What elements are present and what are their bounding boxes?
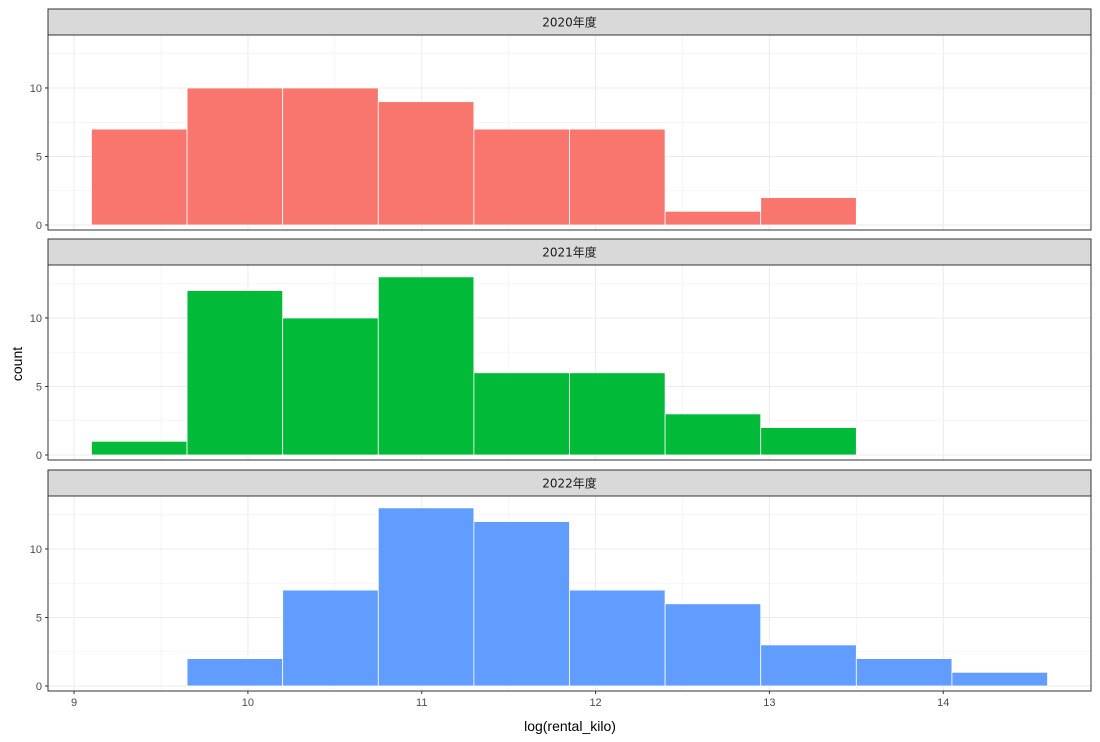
histogram-bar	[186, 658, 284, 687]
x-tick-label: 9	[71, 697, 77, 709]
facet-strip-label: 2021年度	[542, 245, 597, 260]
histogram-bar	[664, 603, 762, 687]
histogram-bar	[569, 589, 666, 687]
y-tick-label: 0	[36, 220, 42, 232]
histogram-bar	[91, 440, 188, 456]
y-axis-title: count	[9, 347, 25, 381]
facet-panel: 2020年度 0 5 10	[30, 8, 1092, 232]
y-tick-label: 10	[30, 313, 42, 325]
histogram-bar	[377, 101, 475, 226]
facet-strip-label: 2020年度	[542, 15, 597, 30]
histogram-bar	[569, 128, 666, 226]
histogram-bar	[760, 197, 857, 226]
histogram-bar	[282, 87, 379, 226]
histogram-bar	[664, 210, 762, 226]
x-axis: 9 10 11 12 13 14	[71, 691, 949, 709]
panel-border	[47, 495, 1092, 692]
histogram-bar	[91, 128, 188, 226]
facet-panels: 2020年度 0 5 10 2021年度 0 5 10 2022年度 0 5 10	[30, 8, 1092, 693]
y-tick-label: 5	[36, 612, 42, 624]
facet-strip-label: 2022年度	[542, 476, 597, 491]
histogram-bar	[760, 427, 857, 456]
x-tick-label: 11	[416, 697, 427, 709]
histogram-bar	[664, 413, 762, 456]
facet-panel: 2021年度 0 5 10	[30, 238, 1092, 462]
histogram-bar	[569, 372, 666, 456]
histogram-bar	[473, 372, 570, 456]
histogram-bar	[377, 276, 475, 456]
x-tick-label: 10	[242, 697, 254, 709]
panel-border	[47, 34, 1092, 231]
histogram-bar	[855, 658, 953, 687]
facet-panel: 2022年度 0 5 10	[30, 469, 1092, 693]
y-tick-label: 5	[36, 151, 42, 163]
y-tick-label: 10	[30, 83, 42, 95]
y-tick-label: 10	[30, 544, 42, 556]
facet-strip	[47, 238, 1092, 266]
x-tick-label: 14	[937, 697, 949, 709]
histogram-bar	[377, 507, 475, 687]
histogram-bar	[186, 290, 284, 456]
x-tick-label: 12	[589, 697, 601, 709]
histogram-bar	[473, 128, 570, 226]
panel-border	[47, 264, 1092, 461]
histogram-bar	[282, 317, 379, 456]
facet-strip	[47, 8, 1092, 36]
histogram-bar	[473, 521, 570, 687]
histogram-bar	[760, 644, 857, 687]
x-axis-title: log(rental_kilo)	[524, 718, 616, 734]
y-tick-label: 5	[36, 381, 42, 393]
y-tick-label: 0	[36, 450, 42, 462]
histogram-bar	[186, 87, 284, 226]
histogram-bar	[951, 671, 1048, 687]
facet-strip	[47, 469, 1092, 497]
histogram-bar	[282, 589, 379, 687]
x-tick-label: 13	[763, 697, 775, 709]
y-tick-label: 0	[36, 681, 42, 693]
